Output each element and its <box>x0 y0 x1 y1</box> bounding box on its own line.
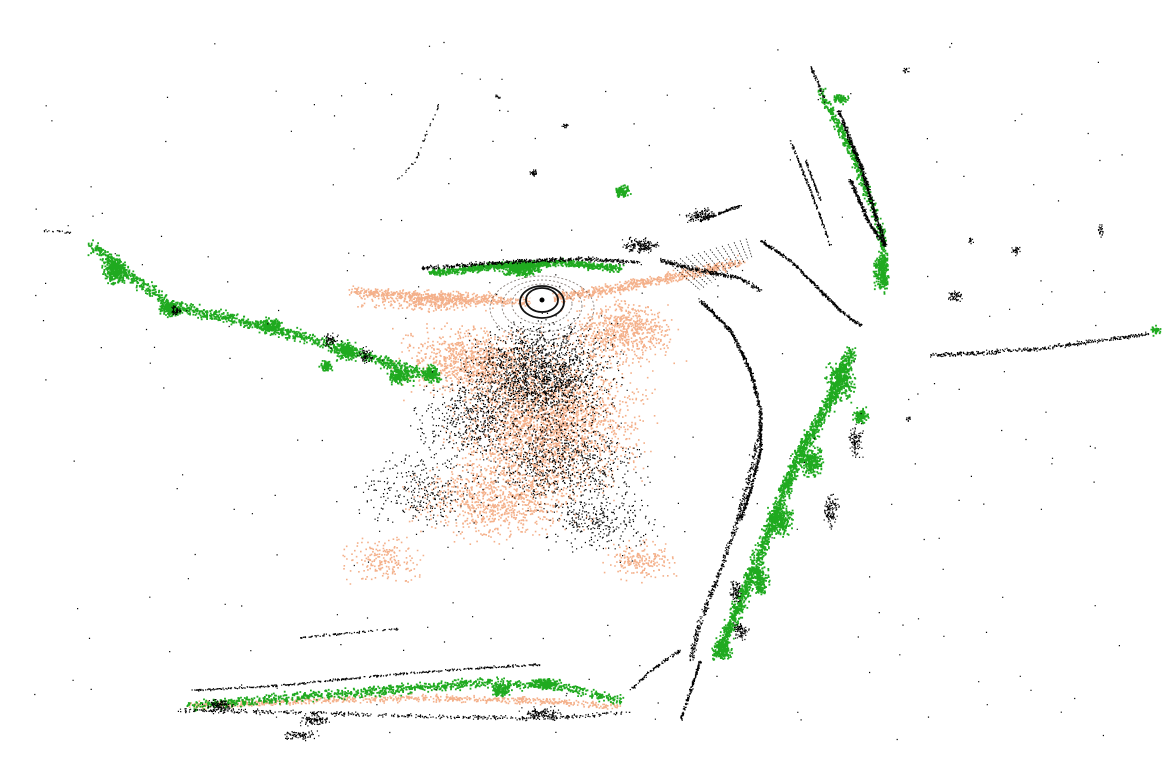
scan-line <box>727 243 741 266</box>
sensor-rings <box>489 238 753 341</box>
sensor-ring <box>519 285 565 319</box>
sensor-ring <box>525 287 559 313</box>
sensor-ring <box>489 275 595 341</box>
sensor-ring <box>511 283 573 325</box>
scan-line <box>697 252 721 278</box>
scan-line <box>709 249 729 273</box>
scan-line <box>733 242 745 263</box>
scan-line <box>739 240 749 261</box>
vegetation-point-set <box>87 87 1162 712</box>
scan-line <box>703 250 725 276</box>
scan-line <box>721 245 737 268</box>
structure-points <box>34 41 1150 742</box>
scan-line <box>745 238 753 258</box>
vegetation-points <box>87 87 1162 712</box>
scan-line <box>679 258 709 286</box>
sensor-origin <box>539 297 545 303</box>
scan-line <box>685 256 713 283</box>
scan-line <box>667 261 701 291</box>
sensor-ring <box>501 279 583 333</box>
structure-point-set <box>34 41 1150 742</box>
scan-line <box>673 259 705 288</box>
